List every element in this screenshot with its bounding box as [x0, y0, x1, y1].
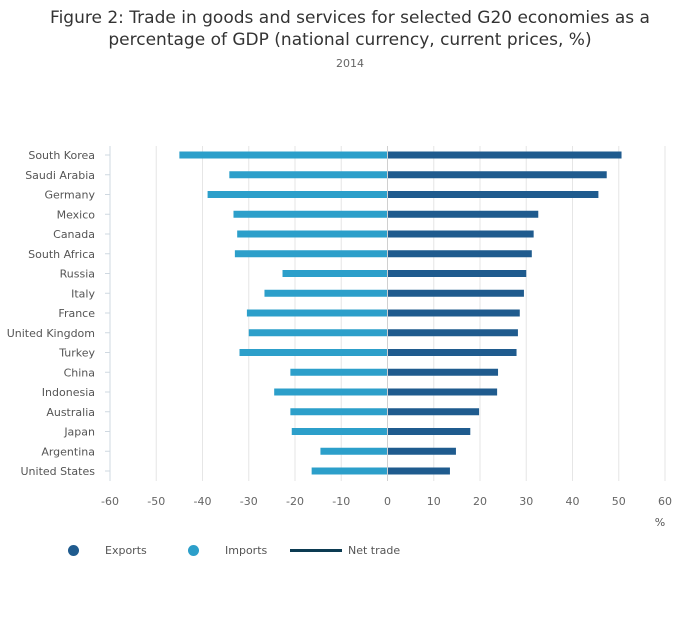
category-label: Turkey: [58, 347, 95, 360]
legend-label-exports: Exports: [105, 543, 147, 557]
x-tick-label: 60: [658, 495, 672, 508]
exports-bar: [387, 151, 622, 159]
imports-bar: [290, 408, 388, 416]
imports-bar: [320, 447, 388, 455]
imports-bar: [311, 467, 388, 475]
exports-bar: [387, 388, 498, 396]
chart-title-line-1: Figure 2: Trade in goods and services fo…: [50, 8, 650, 28]
x-tick-label: 20: [473, 495, 487, 508]
exports-bar: [387, 210, 539, 218]
category-label: Italy: [71, 287, 95, 300]
x-tick-label: -40: [194, 495, 212, 508]
x-axis-title: %: [655, 516, 665, 529]
x-tick-label: 50: [612, 495, 626, 508]
x-tick-label: -50: [147, 495, 165, 508]
exports-bar: [387, 368, 499, 376]
imports-bar: [290, 368, 388, 376]
chart-title-line-2: percentage of GDP (national currency, cu…: [108, 30, 592, 50]
legend-item-imports[interactable]: Imports: [188, 541, 267, 559]
x-tick-label: -60: [101, 495, 119, 508]
category-label: South Korea: [28, 149, 95, 162]
category-label: Canada: [53, 228, 95, 241]
x-tick-label: -20: [286, 495, 304, 508]
exports-bar: [387, 270, 527, 277]
exports-bar: [387, 428, 471, 435]
imports-bar: [282, 270, 388, 277]
category-label: China: [64, 366, 95, 379]
x-tick-label: 40: [566, 495, 580, 508]
exports-bar: [387, 447, 456, 455]
imports-bar: [248, 329, 388, 337]
exports-bar: [387, 171, 607, 179]
category-label: Japan: [63, 426, 95, 439]
imports-bar: [229, 171, 388, 179]
category-label: Australia: [46, 406, 95, 419]
legend-item-exports[interactable]: Exports: [68, 541, 147, 559]
legend-label-imports: Imports: [225, 543, 268, 557]
legend: Exports Imports Net trade: [68, 541, 468, 559]
category-label: United States: [21, 465, 96, 478]
x-tick-label: -10: [332, 495, 350, 508]
imports-bar: [234, 250, 388, 258]
imports-swatch-icon: [188, 544, 199, 556]
x-tick-label: 10: [427, 495, 441, 508]
net-trade-swatch-icon: [290, 548, 342, 552]
category-label: United Kingdom: [7, 327, 95, 340]
exports-bar: [387, 349, 517, 356]
imports-bar: [264, 289, 388, 297]
category-label: Mexico: [57, 208, 96, 221]
category-label: France: [58, 307, 95, 320]
legend-label-net-trade: Net trade: [348, 543, 401, 557]
exports-bar: [387, 467, 450, 475]
imports-bar: [233, 210, 388, 218]
legend-item-net-trade[interactable]: Net trade: [290, 541, 400, 559]
imports-bar: [179, 151, 388, 159]
category-label: Argentina: [41, 445, 95, 458]
exports-swatch-icon: [68, 544, 79, 556]
category-label: South Africa: [28, 248, 95, 261]
imports-bar: [207, 191, 388, 198]
x-tick-label: -30: [240, 495, 258, 508]
category-label: Germany: [44, 189, 95, 202]
imports-bar: [239, 349, 388, 356]
category-label: Saudi Arabia: [25, 169, 95, 182]
exports-bar: [387, 289, 524, 297]
chart-subtitle: 2014: [336, 57, 364, 70]
category-label: Indonesia: [42, 386, 95, 399]
exports-bar: [387, 408, 480, 416]
chart-title: Figure 2: Trade in goods and services fo…: [0, 7, 700, 51]
x-tick-label: 0: [384, 495, 391, 508]
category-label: Russia: [60, 268, 95, 281]
imports-bar: [237, 230, 388, 238]
exports-bar: [387, 329, 518, 337]
exports-bar: [387, 230, 534, 238]
imports-bar: [246, 309, 388, 317]
imports-bar: [291, 428, 388, 435]
x-tick-label: 30: [519, 495, 533, 508]
exports-bar: [387, 309, 520, 317]
imports-bar: [274, 388, 388, 396]
exports-bar: [387, 250, 532, 258]
exports-bar: [387, 191, 599, 198]
